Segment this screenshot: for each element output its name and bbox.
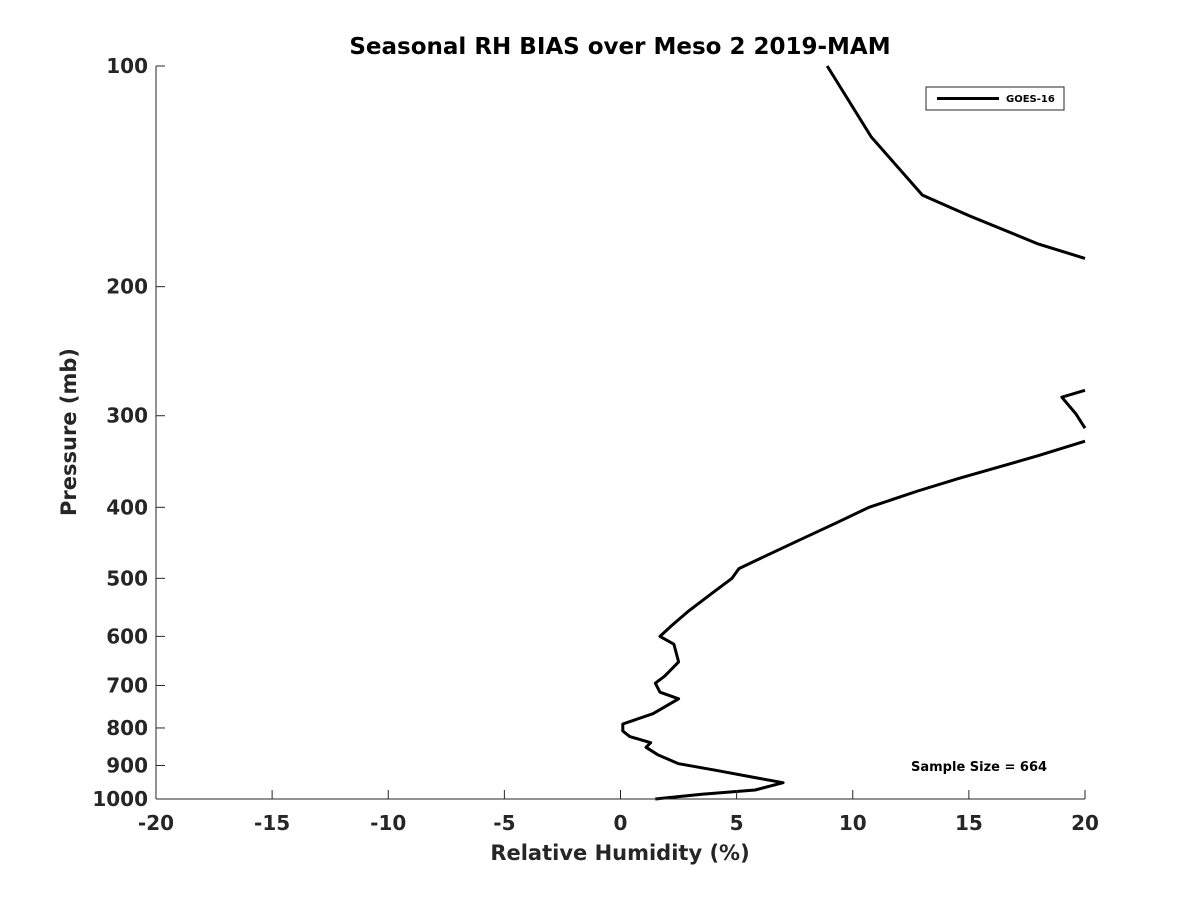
chart-title: Seasonal RH BIAS over Meso 2 2019-MAM <box>349 34 890 60</box>
series-layer <box>621 65 1087 801</box>
x-tick-label: 0 <box>614 811 628 835</box>
y-tick-label: 300 <box>106 404 148 428</box>
legend: GOES-16 <box>925 86 1065 111</box>
series-line-goes-16-segment-2 <box>1060 388 1087 430</box>
x-tick-label: 10 <box>839 811 867 835</box>
y-tick-label: 700 <box>106 673 148 697</box>
legend-label-goes-16: GOES-16 <box>1006 94 1055 105</box>
x-tick-label: -15 <box>254 811 290 835</box>
y-tick-label: 200 <box>106 275 148 299</box>
x-tick-label: 15 <box>955 811 983 835</box>
sample-size-annotation: Sample Size = 664 <box>911 760 1047 775</box>
x-tick-label: -10 <box>370 811 406 835</box>
x-tick-label: 5 <box>730 811 744 835</box>
x-axis-title: Relative Humidity (%) <box>490 841 749 865</box>
y-tick-label: 600 <box>106 624 148 648</box>
series-line-goes-16-segment-3 <box>621 439 1086 801</box>
series-line-goes-16-segment-1 <box>825 65 1086 260</box>
y-ticks: 100 200 300 400 500 600 700 800 900 1000 <box>92 54 165 811</box>
y-tick-label: 800 <box>106 716 148 740</box>
y-tick-label: 100 <box>106 54 148 78</box>
x-tick-label: -5 <box>493 811 515 835</box>
y-tick-label: 1000 <box>92 787 148 811</box>
y-axis-title: Pressure (mb) <box>57 348 81 516</box>
x-ticks: -20 -15 -10 -5 0 5 10 15 20 <box>138 790 1099 835</box>
y-tick-label: 400 <box>106 495 148 519</box>
y-tick-label: 500 <box>106 566 148 590</box>
x-tick-label: -20 <box>138 811 174 835</box>
y-tick-label: 900 <box>106 753 148 777</box>
x-tick-label: 20 <box>1071 811 1099 835</box>
